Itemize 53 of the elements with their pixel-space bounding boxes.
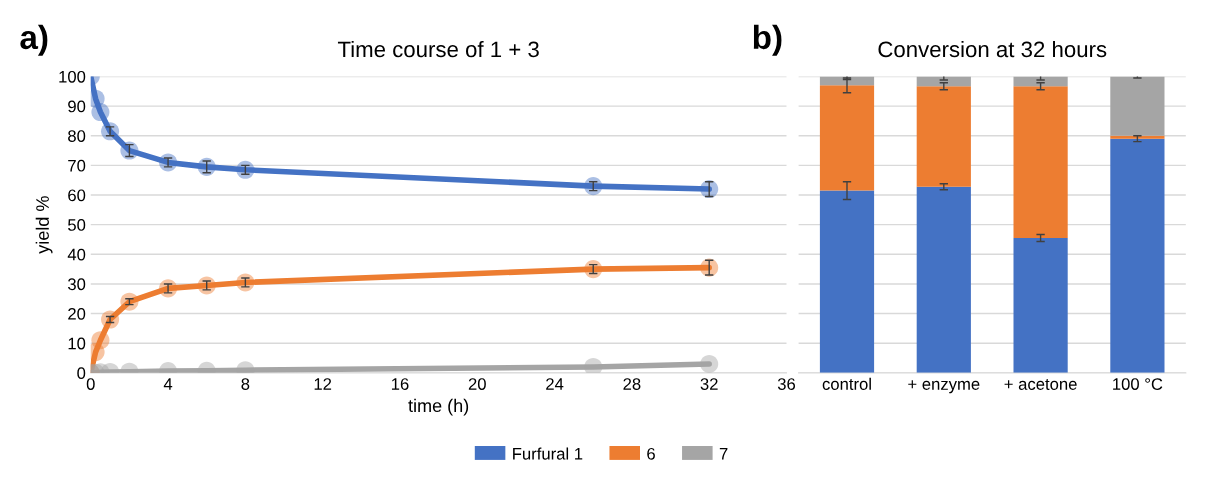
y-tick-label: 90 [68, 100, 86, 113]
x-tick-label: 20 [468, 378, 486, 390]
x-axis-title: time (h) [408, 398, 469, 416]
legend-label: Furfural 1 [513, 447, 583, 460]
y-tick-label: 0 [77, 367, 86, 380]
x-tick-label: 100 °C [1113, 378, 1163, 390]
bar [819, 85, 875, 191]
x-tick-label: 24 [546, 378, 564, 390]
chart-title: Time course of 1 + 3 [337, 40, 539, 58]
bar [1013, 86, 1068, 238]
x-tick-label: 8 [241, 378, 250, 390]
y-tick-label: 40 [67, 248, 86, 261]
y-tick-label: 50 [68, 219, 86, 231]
x-tick-label: control [822, 377, 871, 390]
bar [1110, 135, 1165, 139]
bar [819, 190, 875, 373]
x-tick-label: 36 [777, 378, 796, 390]
y-tick-label: 100 [59, 70, 86, 83]
point [584, 177, 603, 196]
bar [1110, 76, 1165, 136]
text: b) [753, 24, 782, 56]
y-tick-label: 30 [67, 278, 86, 291]
point [584, 357, 603, 373]
x-tick-label: 12 [314, 378, 332, 390]
legend-label: 7 [719, 448, 728, 460]
point [236, 160, 255, 179]
x-tick-label: 16 [391, 378, 409, 390]
bar [1110, 138, 1165, 373]
y-tick-label: 80 [68, 130, 86, 142]
y-tick-label: 20 [68, 307, 86, 320]
point [120, 292, 139, 311]
point [91, 103, 110, 122]
point [700, 354, 719, 373]
legend-label: 6 [647, 447, 655, 460]
bar [916, 186, 971, 373]
bar [916, 76, 971, 87]
x-tick-label: 0 [86, 378, 95, 390]
y-axis-title: yield % [35, 196, 53, 254]
x-tick-label: 4 [163, 378, 173, 390]
x-tick-label: 28 [623, 378, 641, 390]
x-tick-label: 32 [700, 378, 718, 390]
x-tick-label: + enzyme [908, 380, 980, 394]
y-tick-label: 10 [68, 337, 86, 350]
chart-title: Conversion at 32 hours [878, 40, 1107, 58]
y-tick-label: 60 [68, 189, 86, 202]
x-tick-label: + acetone [1004, 379, 1077, 390]
y-tick-label: 70 [68, 159, 86, 172]
text: a) [20, 24, 48, 56]
bar [916, 86, 971, 187]
point [91, 331, 110, 350]
bar [1013, 238, 1068, 373]
bar [1013, 76, 1068, 87]
point [584, 260, 603, 279]
